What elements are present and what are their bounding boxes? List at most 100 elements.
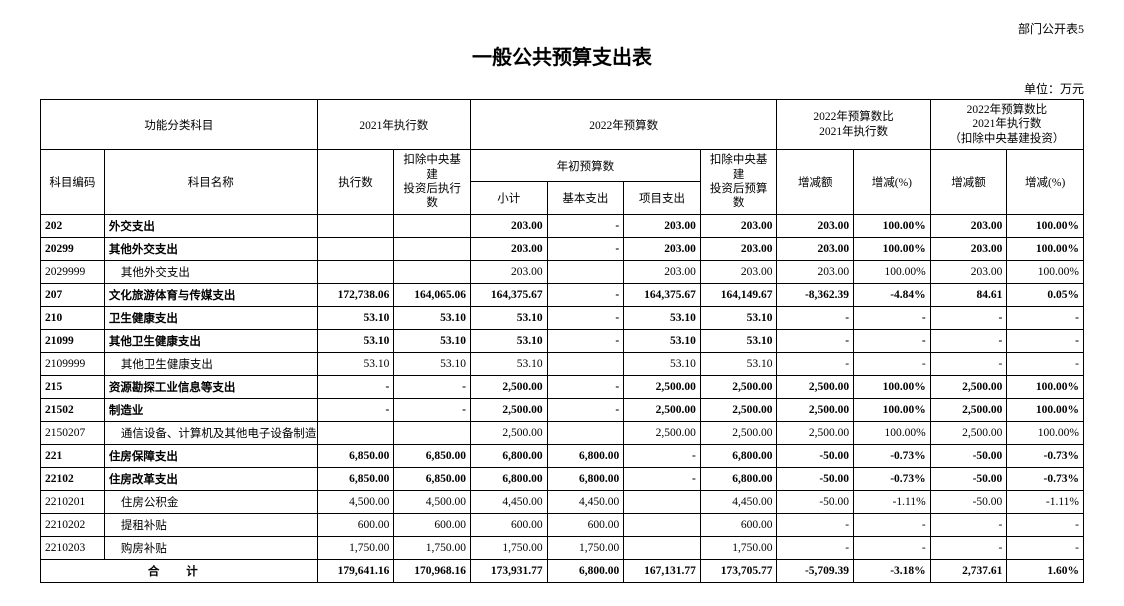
cell-d2-amt: 84.61 (930, 283, 1007, 306)
cell-d1-amt: - (777, 536, 854, 559)
cell-project: 164,375.67 (624, 283, 701, 306)
cell-d1-pct: - (854, 352, 931, 375)
cell-basic (547, 352, 624, 375)
cell-project: 2,500.00 (624, 398, 701, 421)
cell-d1-pct: 100.00% (854, 375, 931, 398)
cell-name: 其他外交支出 (104, 260, 317, 283)
cell-excl: 164,149.67 (700, 283, 777, 306)
cell-exec-excl (394, 237, 471, 260)
cell-exec-excl: 4,500.00 (394, 490, 471, 513)
cell-subtotal: 203.00 (470, 214, 547, 237)
hdr-inc-amt2: 增减额 (930, 150, 1007, 215)
cell-subtotal: 2,500.00 (470, 398, 547, 421)
cell-basic: 4,450.00 (547, 490, 624, 513)
cell-exec-excl (394, 260, 471, 283)
cell-basic (547, 421, 624, 444)
hdr-excl-budget: 扣除中央基建投资后预算数 (700, 150, 777, 215)
cell-d2-amt: -50.00 (930, 444, 1007, 467)
cell-exec-excl: 53.10 (394, 329, 471, 352)
table-row: 2029999其他外交支出203.00203.00203.00203.00100… (41, 260, 1084, 283)
cell-d1-amt: - (777, 306, 854, 329)
cell-code: 210 (41, 306, 105, 329)
cell-exec: 6,850.00 (317, 467, 394, 490)
cell-d2-amt: 2,500.00 (930, 375, 1007, 398)
cell-d2-pct: 1.60% (1007, 559, 1084, 582)
cell-exec-excl: - (394, 375, 471, 398)
cell-excl: 1,750.00 (700, 536, 777, 559)
cell-d1-amt: 203.00 (777, 237, 854, 260)
cell-exec: 4,500.00 (317, 490, 394, 513)
cell-d2-pct: - (1007, 352, 1084, 375)
cell-code: 221 (41, 444, 105, 467)
cell-basic: 6,800.00 (547, 467, 624, 490)
table-row: 221住房保障支出6,850.006,850.006,800.006,800.0… (41, 444, 1084, 467)
hdr-inc-pct2: 增减(%) (1007, 150, 1084, 215)
cell-exec: - (317, 398, 394, 421)
cell-excl: 173,705.77 (700, 559, 777, 582)
cell-d2-pct: - (1007, 329, 1084, 352)
cell-exec: 53.10 (317, 352, 394, 375)
hdr-cmp1: 2022年预算数比2021年执行数 (777, 100, 930, 150)
cell-d2-amt: 203.00 (930, 214, 1007, 237)
cell-exec: 53.10 (317, 306, 394, 329)
cell-d2-pct: 100.00% (1007, 214, 1084, 237)
cell-d2-pct: 100.00% (1007, 237, 1084, 260)
cell-basic: 1,750.00 (547, 536, 624, 559)
cell-exec: - (317, 375, 394, 398)
cell-subtotal: 203.00 (470, 237, 547, 260)
cell-exec-excl: 170,968.16 (394, 559, 471, 582)
cell-excl: 2,500.00 (700, 375, 777, 398)
cell-exec-excl: 600.00 (394, 513, 471, 536)
cell-code: 22102 (41, 467, 105, 490)
cell-basic: - (547, 398, 624, 421)
cell-d1-pct: - (854, 329, 931, 352)
cell-d1-amt: -5,709.39 (777, 559, 854, 582)
cell-d1-pct: - (854, 536, 931, 559)
cell-d1-pct: -0.73% (854, 467, 931, 490)
table-row: 210卫生健康支出53.1053.1053.10-53.1053.10---- (41, 306, 1084, 329)
cell-subtotal: 53.10 (470, 352, 547, 375)
cell-code: 20299 (41, 237, 105, 260)
cell-name: 购房补贴 (104, 536, 317, 559)
cell-exec-excl: 53.10 (394, 352, 471, 375)
cell-d2-amt: 2,500.00 (930, 421, 1007, 444)
cell-subtotal: 2,500.00 (470, 421, 547, 444)
cell-code: 21099 (41, 329, 105, 352)
table-row: 215资源勘探工业信息等支出--2,500.00-2,500.002,500.0… (41, 375, 1084, 398)
table-row: 21099其他卫生健康支出53.1053.1053.10-53.1053.10-… (41, 329, 1084, 352)
cell-basic: - (547, 283, 624, 306)
cell-exec (317, 421, 394, 444)
cell-project: 203.00 (624, 214, 701, 237)
cell-name: 其他卫生健康支出 (104, 352, 317, 375)
cell-code: 215 (41, 375, 105, 398)
cell-subtotal: 173,931.77 (470, 559, 547, 582)
cell-project (624, 536, 701, 559)
hdr-func-subject: 功能分类科目 (41, 100, 318, 150)
cell-exec-excl: 1,750.00 (394, 536, 471, 559)
hdr-init-budget: 年初预算数 (470, 150, 700, 182)
table-row: 20299其他外交支出203.00-203.00203.00203.00100.… (41, 237, 1084, 260)
unit-label: 单位：万元 (40, 80, 1084, 97)
cell-d2-pct: 100.00% (1007, 260, 1084, 283)
cell-name: 资源勘探工业信息等支出 (104, 375, 317, 398)
cell-exec-excl: 6,850.00 (394, 444, 471, 467)
cell-excl: 53.10 (700, 306, 777, 329)
cell-exec-excl: 6,850.00 (394, 467, 471, 490)
cell-name: 文化旅游体育与传媒支出 (104, 283, 317, 306)
cell-excl: 600.00 (700, 513, 777, 536)
cell-project: 167,131.77 (624, 559, 701, 582)
hdr-exec-2021: 2021年执行数 (317, 100, 470, 150)
cell-d2-amt: -50.00 (930, 467, 1007, 490)
cell-name: 外交支出 (104, 214, 317, 237)
hdr-name: 科目名称 (104, 150, 317, 215)
cell-d1-amt: 203.00 (777, 214, 854, 237)
cell-subtotal: 53.10 (470, 329, 547, 352)
cell-name: 制造业 (104, 398, 317, 421)
cell-d1-pct: - (854, 513, 931, 536)
cell-project (624, 513, 701, 536)
table-row: 21502制造业--2,500.00-2,500.002,500.002,500… (41, 398, 1084, 421)
cell-project: - (624, 467, 701, 490)
cell-basic: 600.00 (547, 513, 624, 536)
cell-project: 2,500.00 (624, 375, 701, 398)
cell-exec: 179,641.16 (317, 559, 394, 582)
